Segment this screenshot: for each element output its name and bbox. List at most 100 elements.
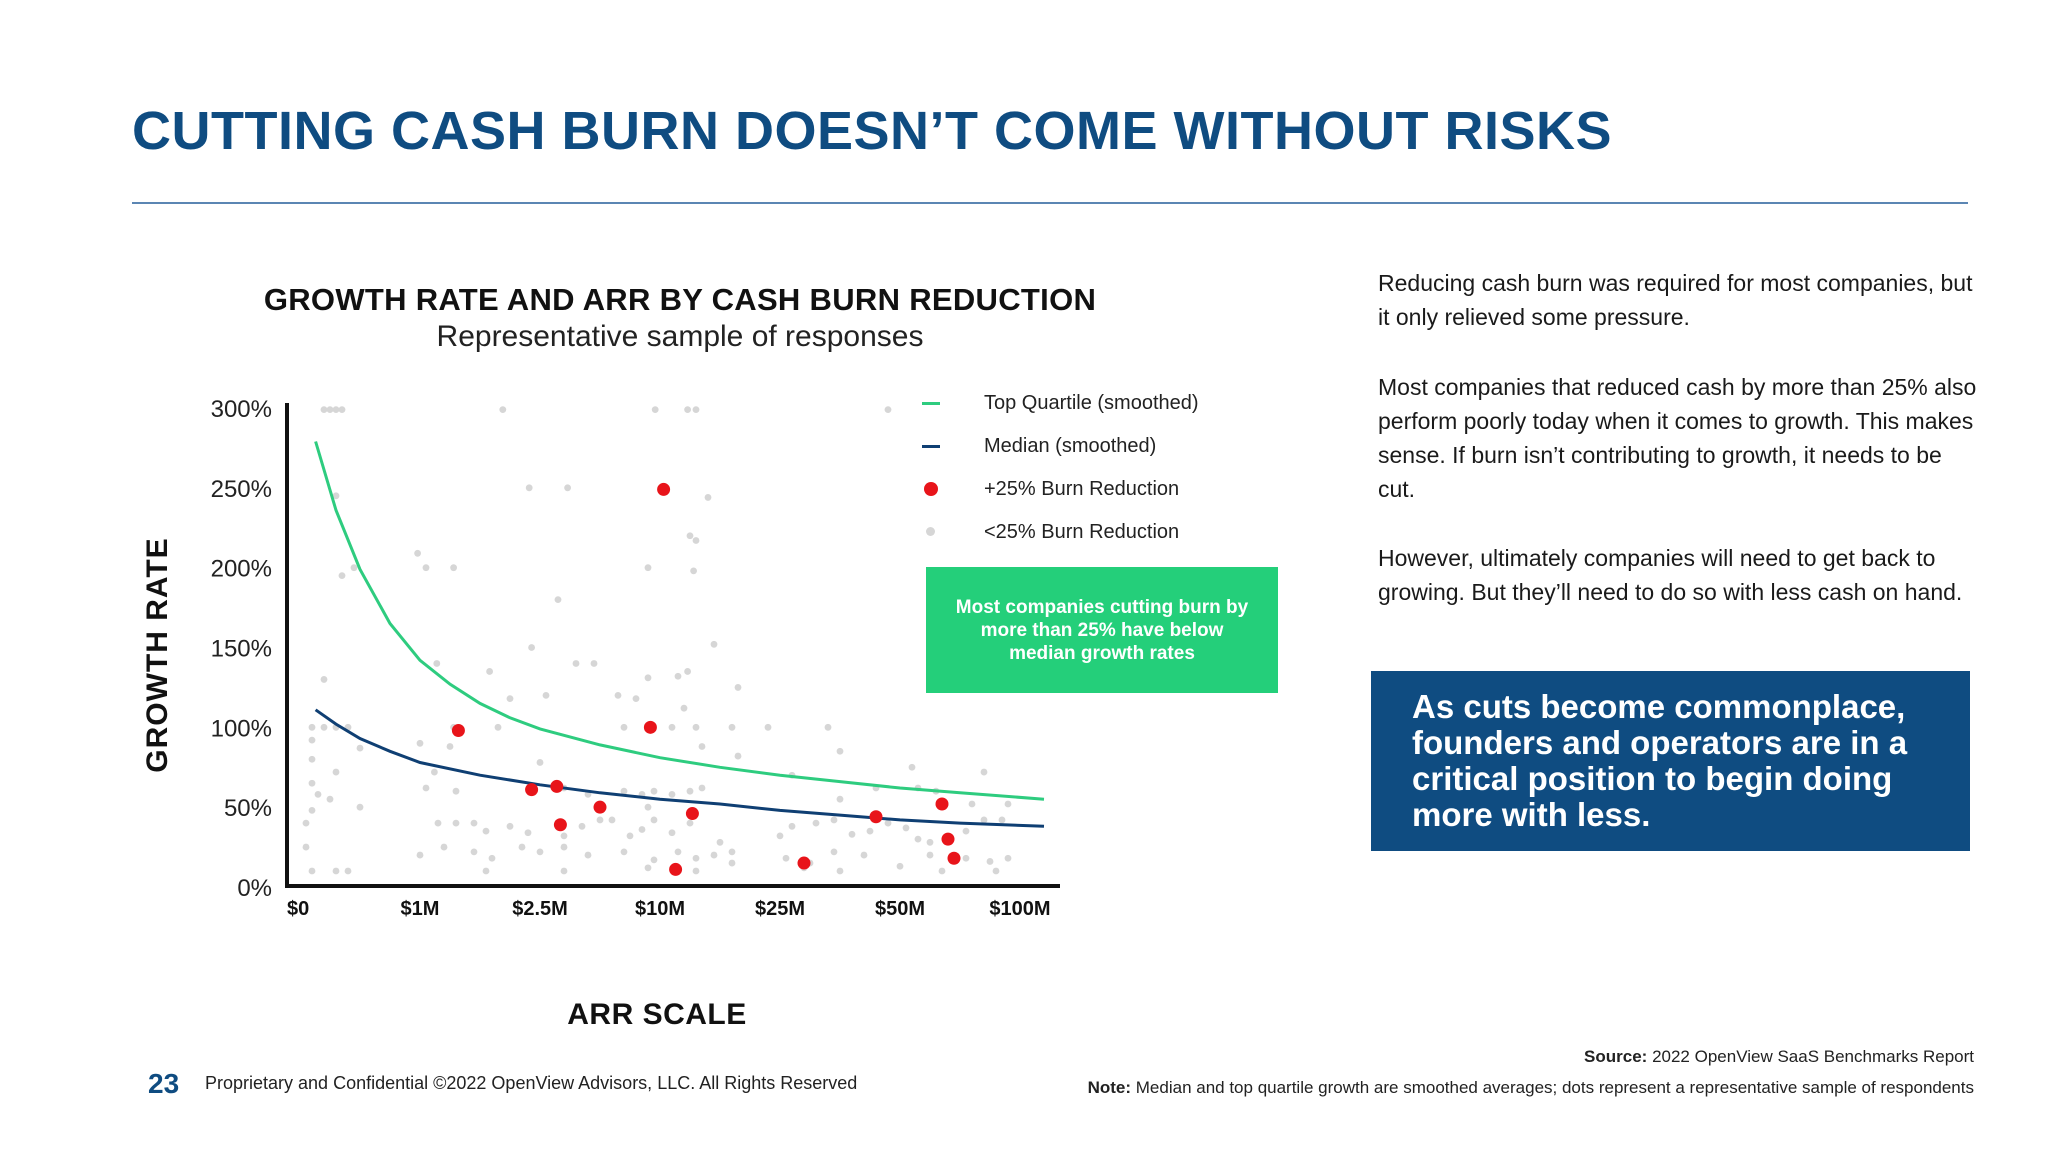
point-below-25-burn-reduction — [716, 838, 724, 846]
point-below-25-burn-reduction — [998, 816, 1006, 824]
point-below-25-burn-reduction — [356, 744, 364, 752]
point-below-25-burn-reduction — [332, 867, 340, 875]
paragraph-1: Reducing cash burn was required for most… — [1378, 270, 1973, 330]
point-below-25-burn-reduction — [728, 848, 736, 856]
x-tick-label: $0 — [287, 898, 309, 920]
x-tick-label: $50M — [875, 898, 925, 920]
legend-line-top-quartile — [914, 388, 950, 418]
point-below-25-burn-reduction — [980, 816, 988, 824]
point-below-25-burn-reduction — [650, 856, 658, 864]
point-below-25-burn-reduction — [560, 867, 568, 875]
point-below-25-burn-reduction — [450, 564, 457, 572]
legend-line-median — [914, 431, 950, 461]
point-below-25-burn-reduction — [830, 816, 838, 824]
point-below-25-burn-reduction — [632, 695, 640, 702]
point-below-25-burn-reduction — [564, 484, 571, 492]
point-below-25-burn-reduction — [470, 819, 478, 827]
point-below-25-burn-reduction — [308, 755, 316, 763]
point-below-25-burn-reduction — [986, 858, 994, 865]
point-plus-25-burn-reduction — [685, 807, 699, 821]
source-label: Source: — [1584, 1047, 1648, 1066]
point-below-25-burn-reduction — [332, 768, 340, 776]
point-below-25-burn-reduction — [308, 736, 316, 744]
point-below-25-burn-reduction — [452, 787, 460, 795]
point-below-25-burn-reduction — [584, 851, 592, 859]
point-plus-25-burn-reduction — [525, 783, 539, 797]
point-below-25-burn-reduction — [482, 867, 490, 875]
point-below-25-burn-reduction — [320, 723, 328, 731]
x-tick-label: $2.5M — [512, 898, 568, 920]
point-plus-25-burn-reduction — [451, 724, 465, 738]
point-plus-25-burn-reduction — [947, 851, 961, 865]
point-below-25-burn-reduction — [314, 790, 322, 798]
point-below-25-burn-reduction — [650, 787, 658, 795]
x-tick-label: $1M — [401, 898, 440, 920]
y-tick-label: 300% — [211, 396, 272, 423]
point-below-25-burn-reduction — [620, 723, 628, 731]
legend-item-burn-plus: +25% Burn Reduction — [914, 474, 1179, 504]
point-below-25-burn-reduction — [698, 743, 706, 750]
point-below-25-burn-reduction — [446, 743, 454, 750]
point-below-25-burn-reduction — [698, 784, 706, 792]
point-below-25-burn-reduction — [710, 640, 718, 648]
slide-title: CUTTING CASH BURN DOESN’T COME WITHOUT R… — [132, 101, 1612, 161]
point-below-25-burn-reduction — [686, 787, 694, 795]
point-below-25-burn-reduction — [590, 660, 598, 667]
point-below-25-burn-reduction — [684, 406, 691, 413]
point-plus-25-burn-reduction — [657, 482, 671, 496]
point-below-25-burn-reduction — [692, 537, 700, 544]
chart-callout: Most companies cutting burn by more than… — [926, 567, 1278, 693]
point-below-25-burn-reduction — [668, 829, 676, 837]
point-below-25-burn-reduction — [338, 572, 346, 580]
point-below-25-burn-reduction — [728, 723, 736, 731]
source-text: 2022 OpenView SaaS Benchmarks Report — [1652, 1047, 1974, 1066]
point-below-25-burn-reduction — [524, 829, 532, 837]
note-line: Note: Median and top quartile growth are… — [1088, 1078, 1974, 1098]
point-below-25-burn-reduction — [1004, 854, 1012, 862]
x-axis-title: ARR SCALE — [567, 998, 747, 1031]
point-below-25-burn-reduction — [812, 819, 820, 827]
point-below-25-burn-reduction — [644, 674, 652, 682]
point-below-25-burn-reduction — [620, 787, 628, 795]
point-below-25-burn-reduction — [680, 704, 688, 712]
point-below-25-burn-reduction — [416, 739, 424, 747]
point-below-25-burn-reduction — [710, 851, 718, 859]
point-below-25-burn-reduction — [440, 843, 448, 851]
point-plus-25-burn-reduction — [643, 720, 657, 734]
point-below-25-burn-reduction — [506, 695, 514, 702]
point-below-25-burn-reduction — [422, 564, 430, 572]
point-below-25-burn-reduction — [692, 406, 700, 413]
point-below-25-burn-reduction — [992, 867, 1000, 875]
y-tick-label: 150% — [211, 636, 272, 663]
y-tick-label: 100% — [211, 715, 272, 742]
point-below-25-burn-reduction — [308, 867, 316, 875]
legend-label-median: Median (smoothed) — [984, 434, 1157, 457]
point-below-25-burn-reduction — [578, 822, 586, 830]
point-below-25-burn-reduction — [499, 406, 507, 413]
point-below-25-burn-reduction — [596, 816, 604, 824]
point-below-25-burn-reduction — [560, 843, 568, 851]
paragraph-3: However, ultimately companies will need … — [1378, 545, 1963, 605]
scatter-chart: 0% 50% 100% 150% 200% 250% 300% $0 $1M $2.5M $10M $… — [211, 396, 1060, 920]
point-plus-25-burn-reduction — [797, 856, 811, 870]
top-quartile-line — [314, 441, 1045, 801]
point-below-25-burn-reduction — [788, 822, 796, 830]
point-below-25-burn-reduction — [326, 795, 334, 803]
point-below-25-burn-reduction — [848, 830, 856, 838]
point-below-25-burn-reduction — [704, 494, 712, 501]
point-below-25-burn-reduction — [692, 854, 700, 862]
point-below-25-burn-reduction — [926, 838, 934, 846]
point-below-25-burn-reduction — [836, 795, 844, 803]
point-below-25-burn-reduction — [644, 803, 652, 811]
legend-item-top-quartile: Top Quartile (smoothed) — [914, 388, 1199, 418]
x-tick-label: $100M — [989, 898, 1050, 920]
point-below-25-burn-reduction — [782, 854, 790, 862]
point-below-25-burn-reduction — [896, 862, 904, 870]
point-below-25-burn-reduction — [830, 848, 838, 856]
point-below-25-burn-reduction — [308, 806, 316, 814]
point-below-25-burn-reduction — [776, 832, 784, 840]
point-below-25-burn-reduction — [926, 851, 934, 859]
point-below-25-burn-reduction — [962, 854, 970, 862]
point-below-25-burn-reduction — [650, 816, 658, 824]
point-below-25-burn-reduction — [968, 800, 976, 808]
